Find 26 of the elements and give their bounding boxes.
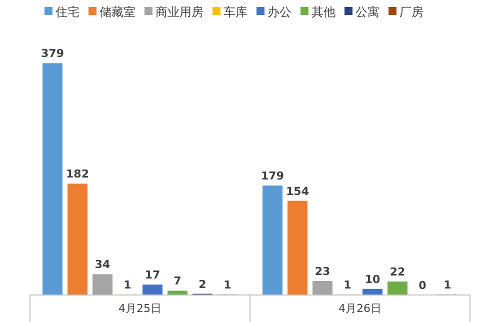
data-label: 154 <box>286 184 310 198</box>
data-label: 1 <box>444 278 452 292</box>
data-label: 23 <box>314 264 330 278</box>
x-tick-label: 4月26日 <box>338 302 382 315</box>
data-label: 10 <box>364 272 380 286</box>
data-label: 0 <box>418 279 427 292</box>
legend-label: 其他 <box>312 5 336 19</box>
legend-label: 车库 <box>224 5 248 19</box>
x-tick-label: 4月25日 <box>118 302 162 315</box>
data-label: 34 <box>94 258 110 272</box>
data-label: 2 <box>198 278 206 291</box>
data-label: 1 <box>224 278 232 292</box>
data-label: 17 <box>144 268 160 282</box>
legend-label: 商业用房 <box>156 5 204 19</box>
data-label: 182 <box>66 168 89 181</box>
legend-label: 储藏室 <box>100 5 136 19</box>
data-label: 179 <box>261 170 284 183</box>
legend-label: 住宅 <box>54 5 80 19</box>
legend-label: 厂房 <box>400 5 424 19</box>
data-label: 1 <box>344 278 352 292</box>
data-label: 379 <box>41 47 64 60</box>
data-label: 22 <box>390 266 406 279</box>
data-label: 7 <box>174 274 182 288</box>
data-label: 1 <box>124 278 132 292</box>
legend-label: 公寓 <box>356 5 380 19</box>
legend-label: 办公 <box>268 5 292 19</box>
